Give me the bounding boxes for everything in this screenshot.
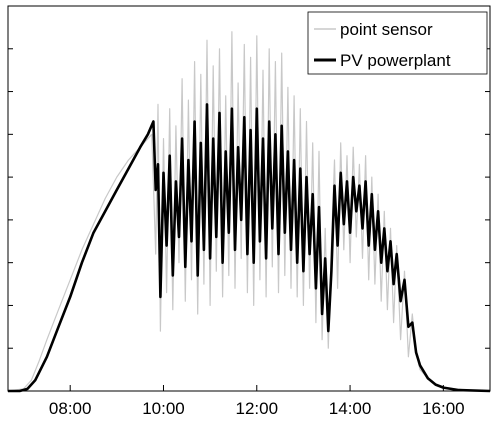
plot-frame [7,5,491,392]
legend: point sensor PV powerplant [307,11,488,75]
x-tick-label: 12:00 [236,399,279,418]
x-tick-label: 16:00 [422,399,465,418]
legend-label-pv-powerplant: PV powerplant [340,51,451,70]
ticks-layer: 08:00 10:00 12:00 14:00 16:00 [8,48,490,418]
series-line-point-sensor [7,31,491,392]
series-line-pv-powerplant [8,103,491,393]
legend-label-point-sensor: point sensor [340,20,433,39]
x-tick-label: 14:00 [329,399,372,418]
x-tick-label: 08:00 [49,399,92,418]
legend-box [307,11,488,75]
x-tick-label: 10:00 [142,399,185,418]
series-layer [7,31,491,393]
